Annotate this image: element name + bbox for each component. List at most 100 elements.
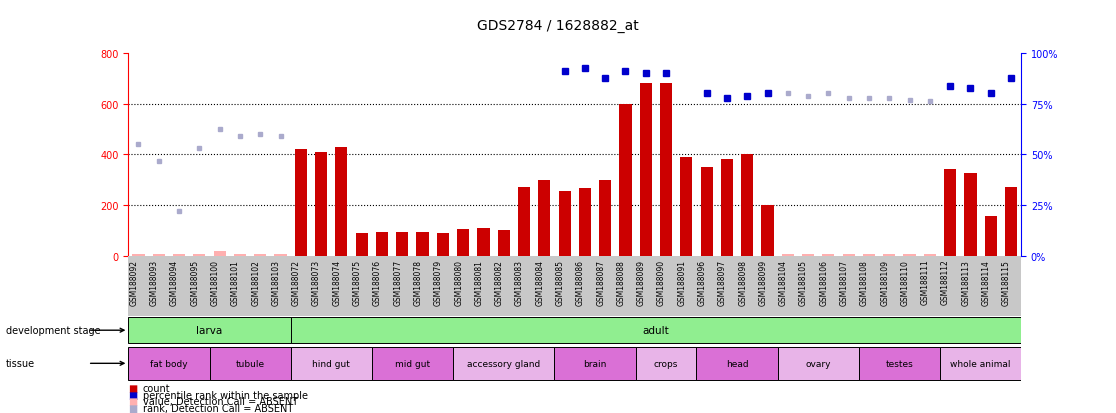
Text: hind gut: hind gut [312, 359, 350, 368]
Text: ■: ■ [128, 390, 137, 400]
Text: GDS2784 / 1628882_at: GDS2784 / 1628882_at [478, 19, 638, 33]
Text: GSM188072: GSM188072 [291, 259, 301, 305]
Bar [944, 170, 956, 256]
Bar [335, 147, 347, 256]
Bar [822, 255, 835, 256]
Text: GSM188105: GSM188105 [799, 259, 808, 305]
Text: GSM188076: GSM188076 [373, 259, 382, 305]
Text: GSM188082: GSM188082 [494, 259, 503, 305]
Text: GSM188090: GSM188090 [657, 259, 666, 305]
Bar [128, 317, 290, 344]
Bar [701, 168, 713, 256]
Text: GSM188112: GSM188112 [941, 259, 950, 305]
Bar [863, 255, 875, 256]
Text: GSM188099: GSM188099 [759, 259, 768, 305]
Bar [558, 192, 570, 256]
Bar [453, 347, 555, 380]
Text: tissue: tissue [6, 358, 35, 368]
Bar [696, 347, 778, 380]
Text: ■: ■ [128, 403, 137, 413]
Text: GSM188083: GSM188083 [514, 259, 525, 305]
Text: GSM188078: GSM188078 [414, 259, 423, 305]
Bar [681, 157, 692, 256]
Text: ovary: ovary [806, 359, 831, 368]
Text: GSM188107: GSM188107 [839, 259, 848, 305]
Text: GSM188094: GSM188094 [170, 259, 179, 305]
Bar [721, 160, 733, 256]
Bar [396, 232, 408, 256]
Bar [599, 180, 612, 256]
Bar [436, 233, 449, 256]
Bar [843, 255, 855, 256]
Text: GSM188088: GSM188088 [616, 259, 625, 305]
Bar [639, 84, 652, 256]
Bar [904, 255, 915, 256]
Text: larva: larva [196, 325, 222, 335]
Text: count: count [143, 383, 171, 393]
Text: mid gut: mid gut [395, 359, 430, 368]
Text: GSM188110: GSM188110 [901, 259, 910, 305]
Bar [153, 255, 165, 256]
Text: GSM188096: GSM188096 [698, 259, 706, 305]
Text: GSM188075: GSM188075 [353, 259, 362, 305]
Text: head: head [725, 359, 749, 368]
Bar [741, 155, 753, 256]
Bar [416, 232, 429, 256]
Bar [210, 347, 290, 380]
Bar [761, 206, 773, 256]
Bar [295, 150, 307, 256]
Bar [964, 174, 976, 256]
Bar [133, 255, 145, 256]
Text: ■: ■ [128, 383, 137, 393]
Bar [275, 255, 287, 256]
Bar [128, 347, 210, 380]
Text: GSM188108: GSM188108 [860, 259, 869, 305]
Text: GSM188097: GSM188097 [718, 259, 727, 305]
Text: testes: testes [885, 359, 913, 368]
Bar [518, 188, 530, 256]
Bar [636, 347, 696, 380]
Bar [619, 104, 632, 256]
Bar [859, 347, 940, 380]
Bar [478, 228, 490, 256]
Bar [356, 233, 368, 256]
Text: whole animal: whole animal [951, 359, 1011, 368]
Text: adult: adult [643, 325, 670, 335]
Bar [778, 347, 859, 380]
Bar [254, 255, 267, 256]
Bar [984, 217, 997, 256]
Text: ■: ■ [128, 396, 137, 406]
Text: GSM188080: GSM188080 [454, 259, 463, 305]
Text: GSM188084: GSM188084 [536, 259, 545, 305]
Bar [940, 347, 1021, 380]
Text: GSM188114: GSM188114 [982, 259, 991, 305]
Text: fat body: fat body [151, 359, 187, 368]
Bar [234, 255, 246, 256]
Text: GSM188081: GSM188081 [474, 259, 483, 305]
Text: percentile rank within the sample: percentile rank within the sample [143, 390, 308, 400]
Text: GSM188103: GSM188103 [271, 259, 280, 305]
Bar [883, 255, 895, 256]
Text: development stage: development stage [6, 325, 100, 335]
Bar [579, 189, 591, 256]
Text: GSM188098: GSM188098 [738, 259, 748, 305]
Bar [802, 255, 815, 256]
Text: GSM188100: GSM188100 [211, 259, 220, 305]
Bar [660, 84, 672, 256]
Text: GSM188092: GSM188092 [129, 259, 138, 305]
Text: GSM188077: GSM188077 [393, 259, 402, 305]
Bar [1004, 188, 1017, 256]
Bar [458, 230, 469, 256]
Text: GSM188093: GSM188093 [150, 259, 158, 305]
Text: GSM188102: GSM188102 [251, 259, 260, 305]
Text: tubule: tubule [235, 359, 264, 368]
Bar [372, 347, 453, 380]
Text: GSM188086: GSM188086 [576, 259, 585, 305]
Text: GSM188089: GSM188089 [637, 259, 646, 305]
Bar [290, 347, 372, 380]
Text: GSM188101: GSM188101 [231, 259, 240, 305]
Text: crops: crops [654, 359, 679, 368]
Bar [538, 180, 550, 256]
Text: brain: brain [584, 359, 607, 368]
Text: GSM188074: GSM188074 [333, 259, 341, 305]
